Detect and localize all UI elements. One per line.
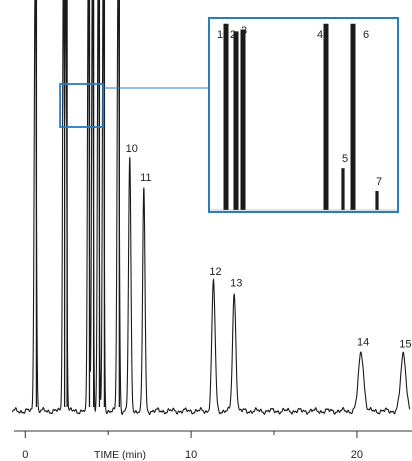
x-axis: 0 10 20	[14, 430, 412, 461]
inset-peak-label-1: 1	[217, 29, 223, 41]
inset-chart: 1 2 3 4 5 6 7	[208, 17, 399, 213]
x-tick-label-20: 20	[351, 449, 363, 461]
peak-label-13: 13	[230, 278, 242, 290]
x-tick-label-0: 0	[22, 449, 28, 461]
zoom-source-box	[59, 83, 105, 128]
peak-label-14: 14	[357, 336, 369, 348]
inset-peak-label-5: 5	[342, 153, 348, 165]
peak-label-12: 12	[209, 266, 221, 278]
zoom-indicator	[59, 83, 209, 128]
peak-label-10: 10	[126, 143, 138, 155]
peak-labels: 10 11 12 13 14 15	[126, 143, 412, 351]
inset-peak-label-4: 4	[317, 29, 323, 41]
x-axis-title: TIME (min)	[94, 449, 146, 461]
inset-peak-label-7: 7	[376, 176, 382, 188]
x-tick-label-10: 10	[185, 449, 197, 461]
peak-label-15: 15	[399, 338, 411, 350]
inset-peak-label-2: 2	[230, 29, 236, 41]
inset-peak-label-3: 3	[241, 25, 247, 37]
chromatogram-trace	[11, 0, 411, 415]
inset-peak-label-6: 6	[363, 29, 369, 41]
trace-layer	[11, 0, 411, 415]
peak-label-11: 11	[140, 172, 151, 184]
